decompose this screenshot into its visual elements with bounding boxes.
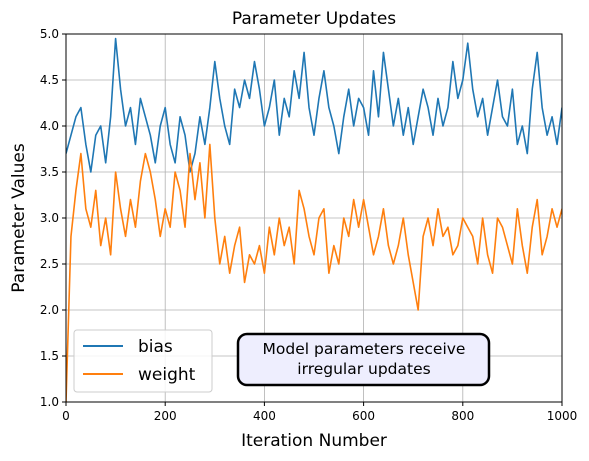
- x-axis-title: Iteration Number: [241, 431, 387, 451]
- x-tick-label: 0: [62, 409, 70, 423]
- y-tick-label: 5.0: [40, 27, 59, 41]
- legend-label-bias: bias: [138, 337, 173, 357]
- legend-label-weight: weight: [138, 365, 196, 385]
- x-tick-label: 400: [253, 409, 276, 423]
- series-line-weight: [66, 143, 562, 402]
- annotation-line-1: Model parameters receive: [263, 340, 466, 358]
- y-tick-label: 4.5: [40, 73, 59, 87]
- x-tick-label: 600: [352, 409, 375, 423]
- annotation-box: Model parameters receive irregular updat…: [236, 332, 491, 387]
- series-line-bias: [66, 37, 562, 173]
- x-tick-label: 1000: [547, 409, 578, 423]
- y-tick-label: 4.0: [40, 119, 59, 133]
- y-tick-label: 2.5: [40, 257, 59, 271]
- x-tick-label: 200: [154, 409, 177, 423]
- series-layer: [66, 37, 562, 402]
- plot-area: [66, 37, 562, 402]
- y-tick-label: 1.5: [40, 349, 59, 363]
- legend: bias weight: [73, 329, 213, 393]
- annotation-line-2: irregular updates: [297, 360, 430, 378]
- y-tick-label: 3.0: [40, 211, 59, 225]
- y-tick-label: 1.0: [40, 395, 59, 409]
- y-axis: 1.0 1.5 2.0 2.5 3.0 3.5 4.0 4.5 5.0: [40, 27, 66, 409]
- annotation-frame: [236, 332, 491, 387]
- chart-title: Parameter Updates: [232, 9, 396, 29]
- y-axis-title: Parameter Values: [9, 143, 29, 293]
- x-axis: 0 200 400 600 800 1000: [62, 402, 577, 423]
- y-tick-label: 2.0: [40, 303, 59, 317]
- x-tick-label: 800: [451, 409, 474, 423]
- y-tick-label: 3.5: [40, 165, 59, 179]
